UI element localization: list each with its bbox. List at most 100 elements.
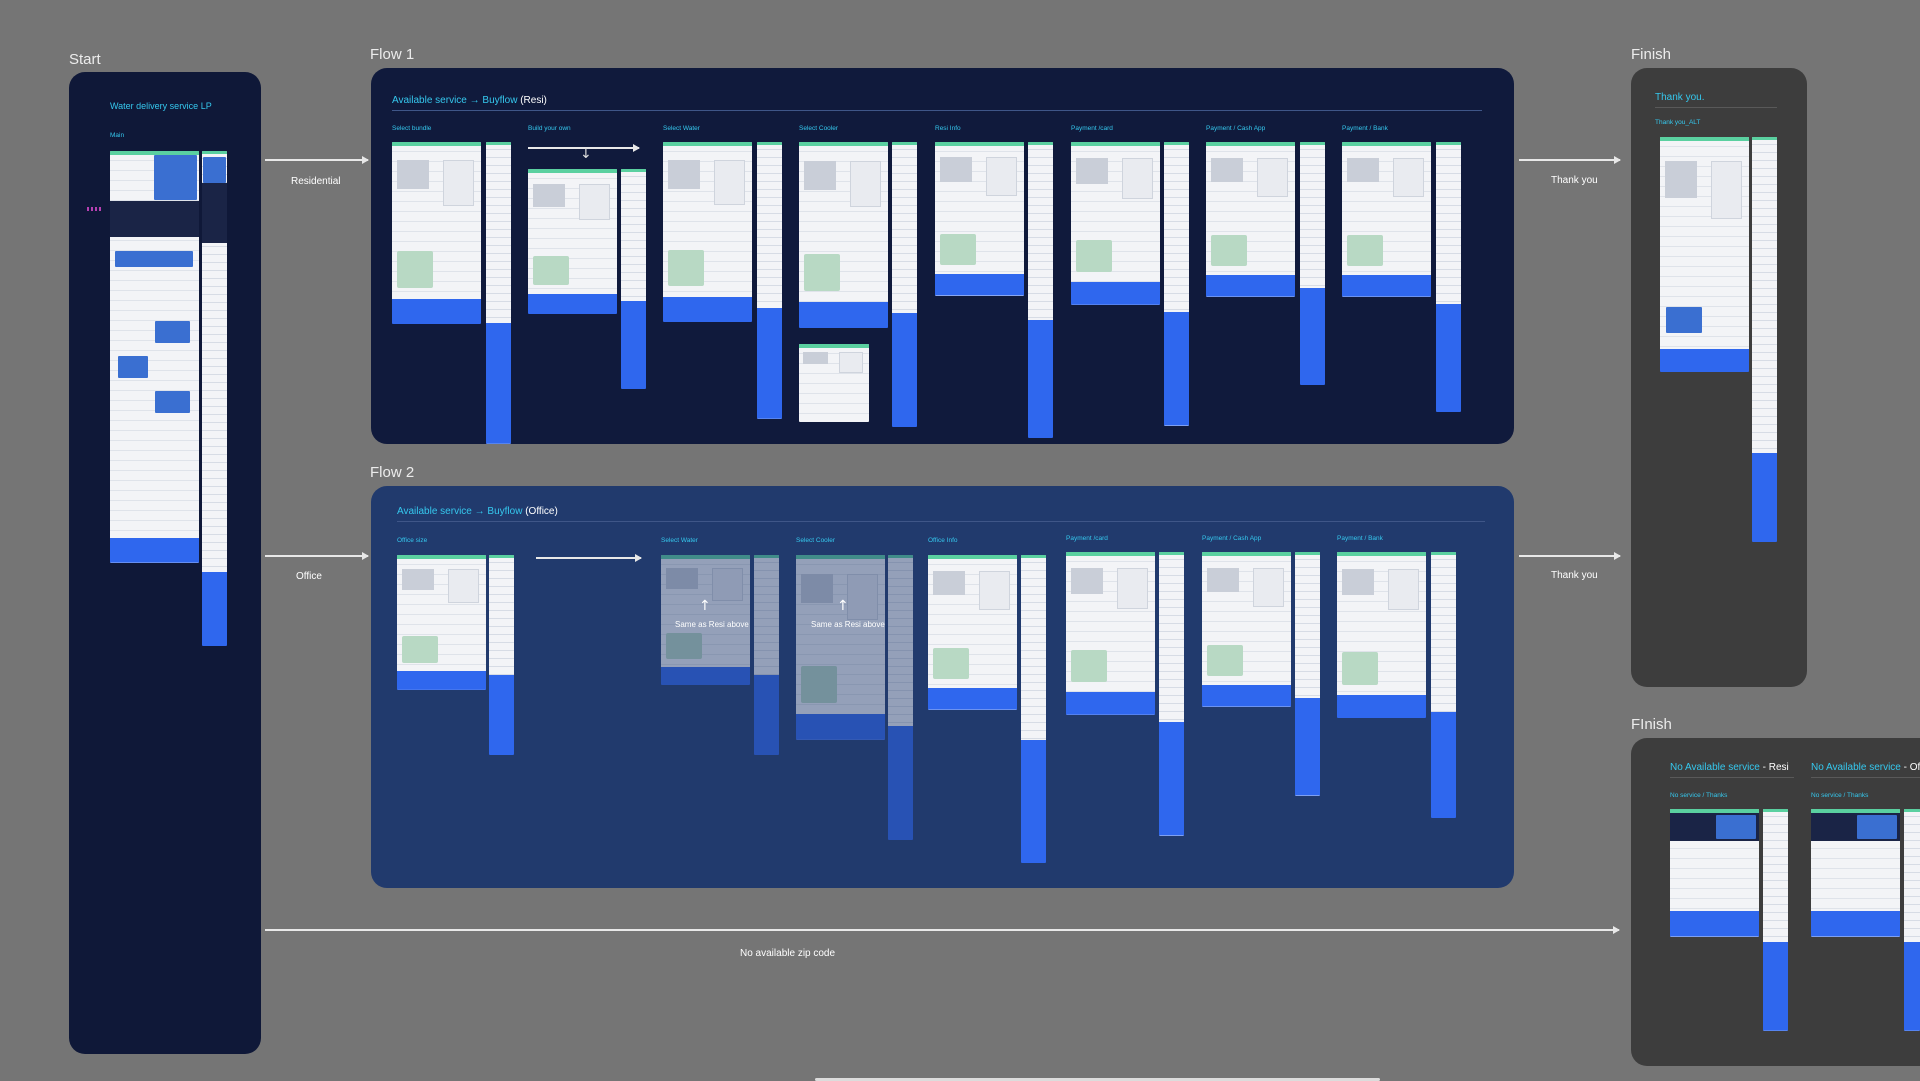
flow2-step-payment-bank: Payment / Bank: [1337, 535, 1383, 542]
flow2-select-water-up-arrow: ↑: [699, 598, 711, 614]
mobile-promo-band: [202, 183, 227, 243]
no-service-resi-desktop[interactable]: [1670, 809, 1759, 937]
landing-feature-image-1: [115, 251, 193, 267]
flow1-resi-info-desktop[interactable]: [935, 142, 1024, 296]
flow2-select-cooler-mobile[interactable]: [888, 555, 913, 840]
landing-feature-image-2: [155, 321, 190, 343]
flow1-build-your-own-desktop[interactable]: [528, 169, 617, 314]
no-service-resi-divider: [1670, 777, 1794, 778]
flow2-payment-card-mobile[interactable]: [1159, 552, 1184, 836]
flow1-select-water-mobile[interactable]: [757, 142, 782, 419]
flow1-select-bundle-mobile[interactable]: [486, 142, 511, 444]
no-service-office-divider: [1811, 777, 1920, 778]
finish-no-service-board[interactable]: No Available service - Resi No Available…: [1631, 738, 1920, 1066]
flow1-step-select-bundle: Select bundle: [392, 125, 432, 132]
flow1-title: Available service → Buyflow (Resi): [392, 95, 547, 106]
flow1-resi-info-mobile[interactable]: [1028, 142, 1053, 438]
flow2-step-payment-card: Payment /card: [1066, 535, 1108, 542]
start-board[interactable]: Water delivery service LP Main: [69, 72, 261, 1054]
flow1-step-payment-card: Payment /card: [1071, 125, 1113, 132]
flow2-select-cooler-desktop[interactable]: [796, 555, 885, 740]
start-board-title: Water delivery service LP: [110, 101, 212, 111]
flow1-select-bundle-desktop[interactable]: [392, 142, 481, 324]
canvas-horizontal-scrollbar[interactable]: [815, 1078, 1380, 1081]
flow2-payment-bank-mobile[interactable]: [1431, 552, 1456, 818]
finish-title: Thank you.: [1655, 92, 1705, 103]
no-service-resi-title: No Available service - Resi: [1670, 762, 1789, 773]
flow1-build-down-arrow: ↓: [580, 146, 592, 162]
flow2-payment-bank-desktop[interactable]: [1337, 552, 1426, 718]
landing-feature-image-4: [155, 391, 190, 413]
section-label-flow2: Flow 2: [370, 464, 415, 481]
finish-subtitle: Thank you_ALT: [1655, 119, 1701, 126]
flow2-select-water-desktop[interactable]: [661, 555, 750, 685]
no-service-office-mobile[interactable]: [1904, 809, 1920, 1031]
connector-residential-label: Residential: [291, 176, 341, 187]
flow1-payment-bank-desktop[interactable]: [1342, 142, 1431, 297]
landing-page-mobile-screen[interactable]: [202, 151, 227, 646]
flow2-select-water-same-as-resi: Same as Resi above: [675, 620, 749, 629]
flow1-step-resi-info: Resi Info: [935, 125, 961, 132]
flow2-select-cooler-same-as-resi: Same as Resi above: [811, 620, 885, 629]
flow2-step-select-water: Select Water: [661, 537, 698, 544]
flow2-select-water-mobile[interactable]: [754, 555, 779, 755]
flow1-select-cooler-desktop[interactable]: [799, 142, 888, 328]
finish-thank-you-board[interactable]: Thank you. Thank you_ALT: [1631, 68, 1807, 687]
section-label-finish-no-service: FInish: [1631, 716, 1672, 733]
connector-office-label: Office: [296, 571, 322, 582]
flow2-office-size-desktop[interactable]: [397, 555, 486, 690]
flow1-select-water-desktop[interactable]: [663, 142, 752, 322]
no-service-office-desktop[interactable]: [1811, 809, 1900, 937]
flow1-payment-bank-mobile[interactable]: [1436, 142, 1461, 412]
mobile-hero-image: [203, 157, 226, 183]
connector-thank-you-flow2-label: Thank you: [1551, 570, 1598, 581]
flow1-select-cooler-modal[interactable]: [799, 344, 869, 422]
no-service-office-title: No Available service - Off: [1811, 762, 1920, 773]
flow1-payment-cash-app-mobile[interactable]: [1300, 142, 1325, 385]
connector-thank-you-flow1-label: Thank you: [1551, 175, 1598, 186]
section-label-flow1: Flow 1: [370, 46, 415, 63]
connector-thank-you-flow2: [1519, 552, 1621, 559]
flow1-board[interactable]: Available service → Buyflow (Resi) Selec…: [371, 68, 1514, 444]
flow1-build-your-own-mobile[interactable]: [621, 169, 646, 389]
flow2-office-info-mobile[interactable]: [1021, 555, 1046, 863]
finish-thank-you-desktop[interactable]: [1660, 137, 1749, 372]
flow1-step-build-your-own: Build your own: [528, 125, 571, 132]
section-label-start: Start: [69, 51, 101, 68]
flow2-office-size-mobile[interactable]: [489, 555, 514, 755]
landing-feature-image-3: [118, 356, 148, 378]
flow2-title-divider: [397, 521, 1485, 522]
finish-thank-you-mobile[interactable]: [1752, 137, 1777, 542]
finish-feature-image: [1666, 307, 1702, 333]
flow2-payment-card-desktop[interactable]: [1066, 552, 1155, 715]
flow2-step-payment-cash-app: Payment / Cash App: [1202, 535, 1262, 542]
finish-title-divider: [1655, 107, 1777, 108]
flow1-payment-card-desktop[interactable]: [1071, 142, 1160, 305]
flow2-payment-cash-app-mobile[interactable]: [1295, 552, 1320, 796]
flow1-payment-cash-app-desktop[interactable]: [1206, 142, 1295, 297]
flow1-step-select-cooler: Select Cooler: [799, 125, 839, 132]
landing-page-desktop-screen[interactable]: [110, 151, 199, 563]
connector-office: [265, 552, 369, 559]
flow2-select-cooler-up-arrow: ↑: [837, 598, 849, 614]
flow1-payment-card-mobile[interactable]: [1164, 142, 1189, 426]
no-service-resi-mobile[interactable]: [1763, 809, 1788, 1031]
flow1-title-divider: [392, 110, 1482, 111]
no-service-resi-hero-image: [1716, 815, 1756, 839]
connector-no-zip: [265, 926, 1620, 933]
flow1-step-select-water: Select Water: [663, 125, 700, 132]
no-service-office-hero-image: [1857, 815, 1897, 839]
flow2-office-info-desktop[interactable]: [928, 555, 1017, 710]
no-service-resi-subtitle: No service / Thanks: [1670, 792, 1728, 799]
connector-no-zip-label: No available zip code: [740, 948, 836, 959]
flow1-select-cooler-mobile[interactable]: [892, 142, 917, 427]
flow1-step-payment-bank: Payment / Bank: [1342, 125, 1388, 132]
flow2-title: Available service → Buyflow (Office): [397, 506, 558, 517]
section-label-finish: Finish: [1631, 46, 1672, 63]
flow2-board[interactable]: Available service → Buyflow (Office) Off…: [371, 486, 1514, 888]
flow2-skip-arrow: [536, 554, 642, 561]
start-main-label: Main: [110, 132, 125, 139]
flow2-step-select-cooler: Select Cooler: [796, 537, 836, 544]
annotation-marker: [87, 207, 101, 211]
flow2-payment-cash-app-desktop[interactable]: [1202, 552, 1291, 707]
